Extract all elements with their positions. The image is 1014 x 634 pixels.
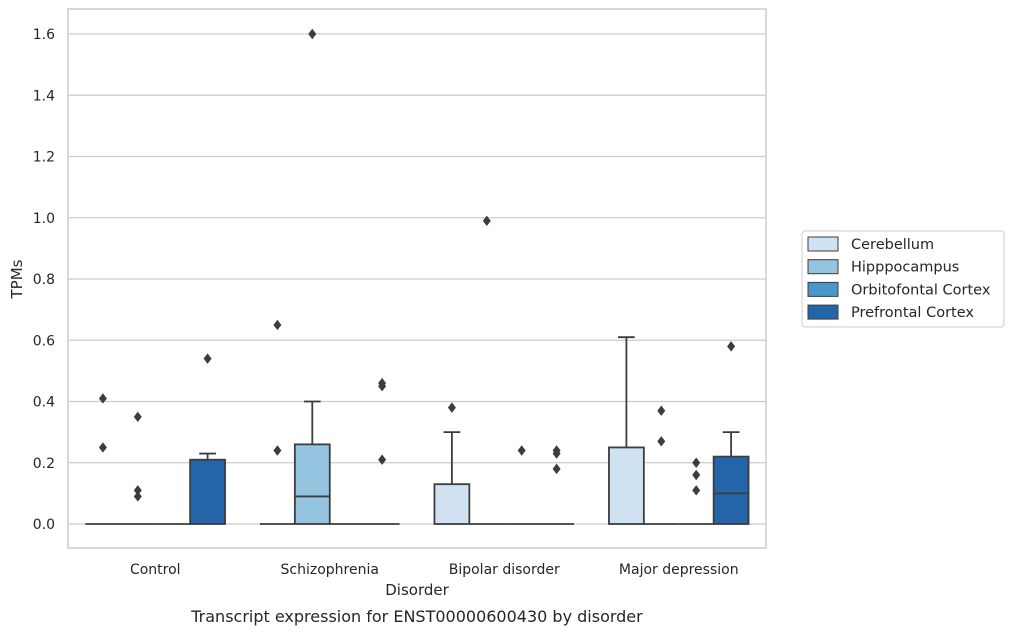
x-tick-label: Control [130, 562, 181, 578]
outlier-point [692, 457, 701, 468]
outlier-point [133, 411, 142, 423]
plot-frame [67, 8, 767, 549]
outlier-point [98, 393, 107, 404]
outlier-point [378, 380, 387, 392]
x-tick-label: Major depression [619, 562, 739, 578]
legend-swatch [807, 236, 839, 252]
y-tick-label: 1.0 [33, 211, 55, 227]
y-tick-label: 0.6 [33, 333, 55, 349]
outlier-point [657, 436, 666, 447]
y-axis-label: TPMs [8, 259, 26, 299]
outlier-point [692, 485, 701, 496]
legend-swatch [807, 281, 839, 297]
legend-label: Hipppocampus [851, 260, 959, 276]
outlier-point [273, 319, 282, 331]
y-tick-label: 0.8 [33, 272, 55, 288]
legend-label: Prefrontal Cortex [851, 305, 974, 321]
outlier-point [378, 454, 387, 465]
legend-label: Orbitofontal Cortex [851, 282, 991, 298]
y-tick-label: 0.2 [33, 456, 55, 472]
box [712, 455, 750, 525]
outlier-point [133, 491, 142, 502]
outlier-point [273, 445, 282, 456]
box [608, 446, 645, 525]
outlier-point [552, 463, 561, 475]
outlier-point [517, 445, 526, 456]
y-tick-label: 0.0 [33, 517, 55, 533]
legend-swatch [807, 304, 839, 320]
x-axis-label: Disorder [385, 581, 449, 599]
y-tick-label: 1.6 [33, 27, 55, 43]
x-tick-label: Schizophrenia [281, 562, 379, 578]
box [189, 458, 226, 525]
outlier-point [692, 469, 701, 481]
outlier-point [447, 402, 456, 413]
y-tick-label: 1.4 [33, 88, 55, 104]
outlier-point [552, 448, 561, 459]
legend-frame [801, 230, 1005, 328]
box [433, 483, 471, 525]
outlier-point [482, 215, 491, 227]
y-tick-label: 0.4 [33, 395, 55, 411]
outlier-point [727, 341, 736, 352]
legend-swatch [807, 259, 839, 275]
legend-label: Cerebellum [851, 237, 934, 253]
chart-caption: Transcript expression for ENST0000060043… [190, 607, 643, 626]
outlier-point [203, 353, 212, 364]
legend: Cerebellum Hipppocampus Orbitofontal Corte… [801, 230, 1005, 328]
x-tick-labels: Control Schizophrenia Bipolar disorder Majo… [130, 562, 739, 578]
outlier-point [133, 485, 142, 496]
outlier-point [308, 28, 317, 40]
outlier-point [98, 442, 107, 453]
box-series [85, 28, 750, 525]
y-tick-labels: 0.0 0.2 0.4 0.6 0.8 1.0 1.2 1.4 1.6 [33, 27, 55, 533]
outlier-point [657, 405, 666, 416]
x-tick-label: Bipolar disorder [449, 562, 560, 578]
y-tick-label: 1.2 [33, 150, 55, 166]
box [293, 443, 331, 525]
